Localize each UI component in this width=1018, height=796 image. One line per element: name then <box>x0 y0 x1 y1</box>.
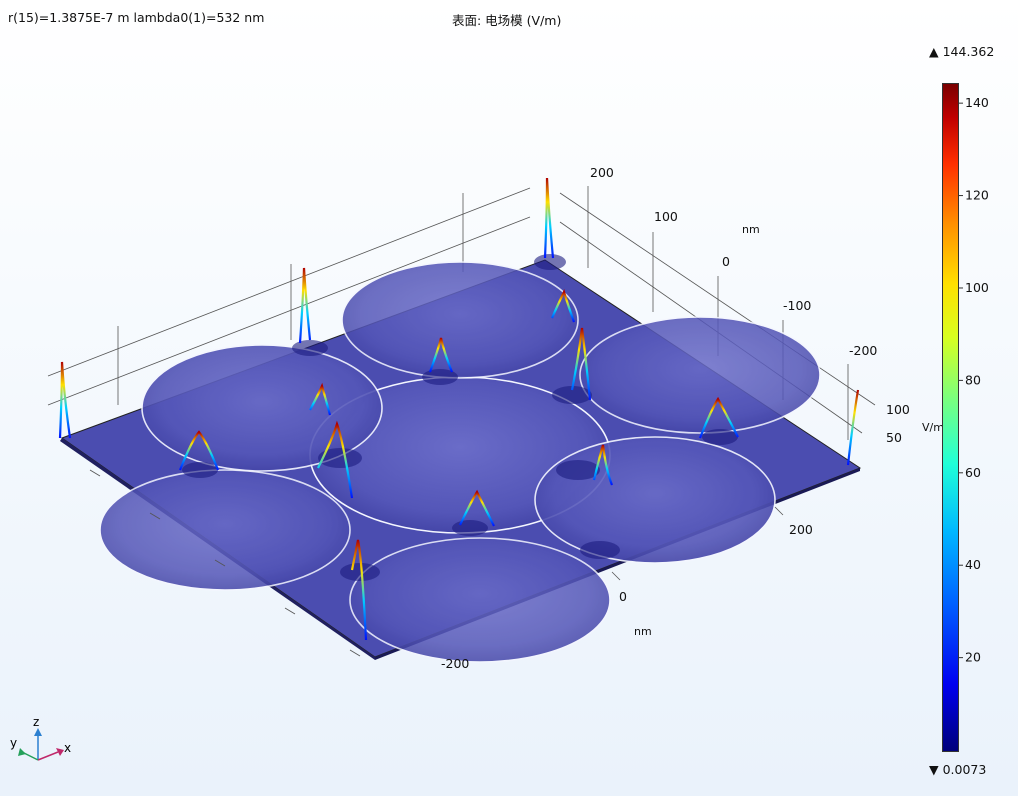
z-tick-label: 100 <box>886 402 910 417</box>
triad-z-label: z <box>33 716 39 729</box>
axis-labels: 200 100 0 -100 -200 nm 200 0 -200 nm 100… <box>441 165 944 671</box>
colorbar-ticks: 20 40 60 80 100 120 140 <box>959 95 989 665</box>
x-axis-unit: nm <box>634 625 652 638</box>
x-tick-label: -200 <box>441 656 469 671</box>
z-axis-unit: V/m <box>922 421 944 434</box>
particle-disks <box>99 261 821 663</box>
colorbar-tick-label: 100 <box>965 280 989 295</box>
y-tick-label: -200 <box>849 343 877 358</box>
colorbar[interactable] <box>942 83 959 752</box>
triad-x-label: x <box>64 741 71 755</box>
parameter-label: r(15)=1.3875E-7 m lambda0(1)=532 nm <box>8 10 265 25</box>
x-tick-label: 0 <box>619 589 627 604</box>
colorbar-min-label: ▼ 0.0073 <box>929 762 987 777</box>
y-tick-label: -100 <box>783 298 811 313</box>
colorbar-tick-label: 60 <box>965 465 981 480</box>
colorbar-tick-label: 20 <box>965 650 981 665</box>
z-tick-label: 50 <box>886 430 902 445</box>
x-axis-ticks <box>89 469 784 657</box>
y-tick-label: 200 <box>590 165 614 180</box>
colorbar-tick-label: 80 <box>965 372 981 387</box>
colorbar-tick-label: 140 <box>965 95 989 110</box>
colorbar-tick-label: 120 <box>965 188 989 203</box>
triad-y-label: y <box>10 736 17 750</box>
colorbar-tick-label: 40 <box>965 557 981 572</box>
plot-title: 表面: 电场模 (V/m) <box>452 13 562 28</box>
field-peaks <box>58 177 860 641</box>
colorbar-max-label: ▲ 144.362 <box>929 44 995 59</box>
x-tick-label: 200 <box>789 522 813 537</box>
y-axis-unit: nm <box>742 223 760 236</box>
gap-shadows <box>182 254 738 581</box>
axis-triad: z x y <box>10 716 71 761</box>
y-tick-label: 100 <box>654 209 678 224</box>
y-tick-label: 0 <box>722 254 730 269</box>
